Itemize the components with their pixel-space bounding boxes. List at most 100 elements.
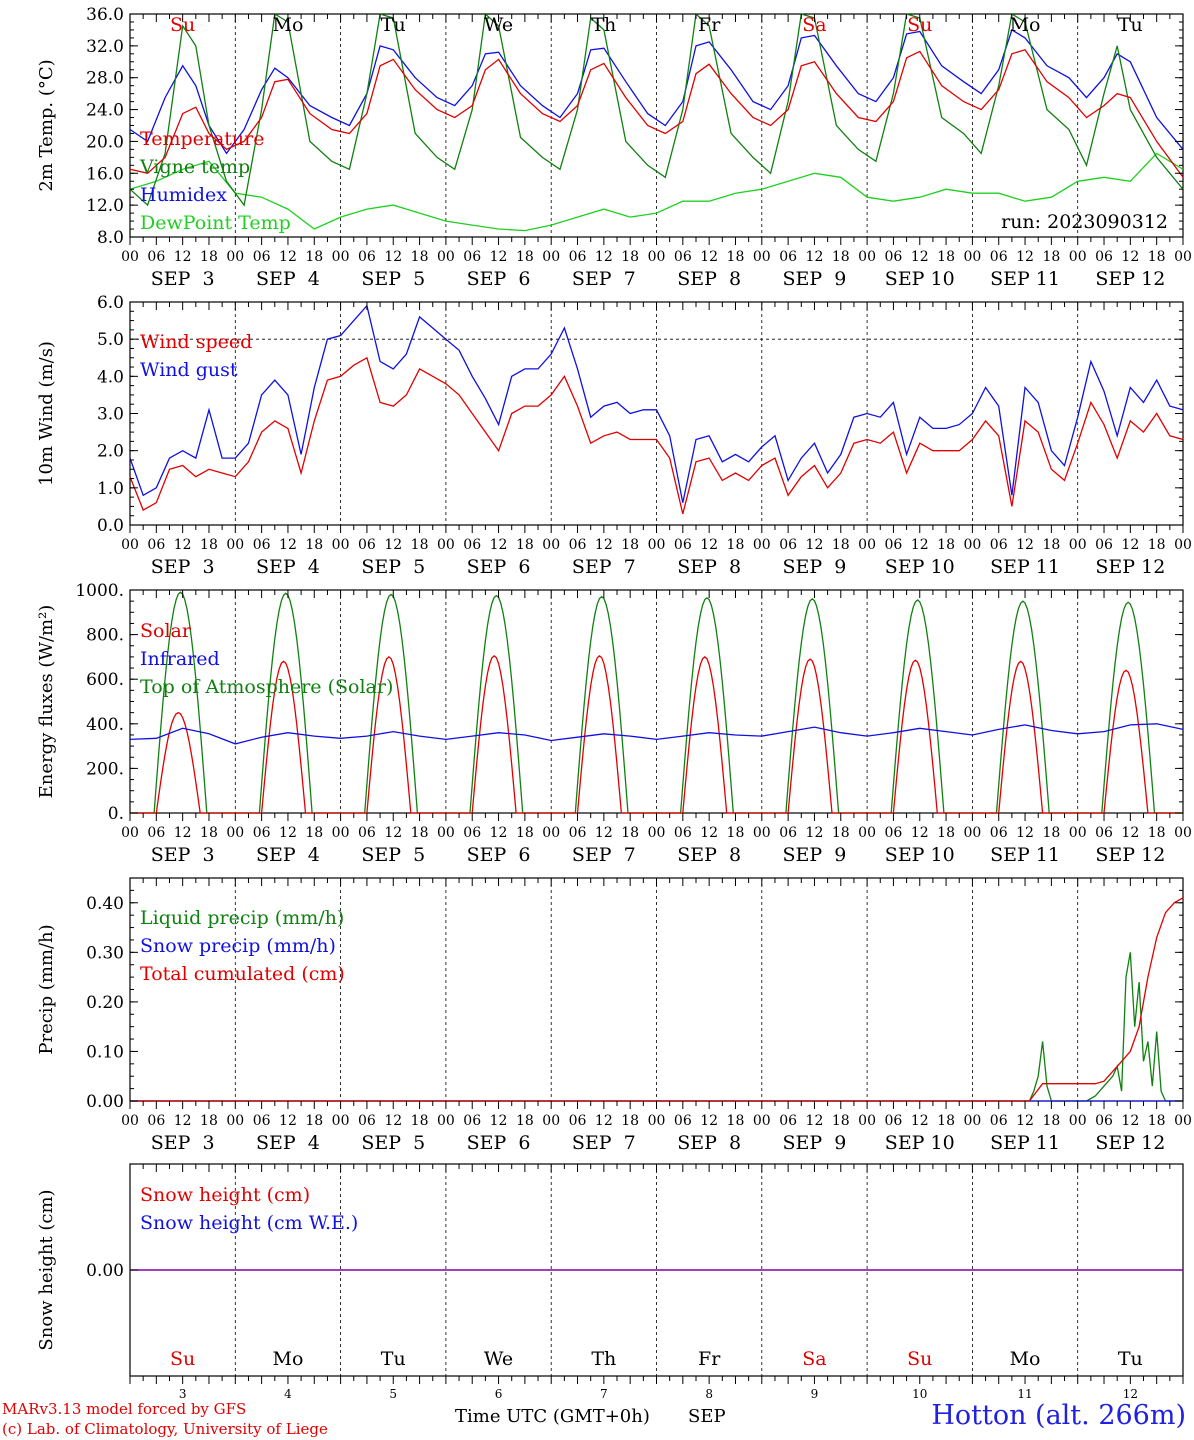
day-label: SEP 10 [885, 556, 955, 578]
hour-tick-label: 06 [147, 249, 165, 265]
hour-tick-label: 12 [911, 537, 929, 553]
hour-tick-label: 00 [542, 1113, 560, 1129]
hour-tick-label: 00 [858, 1113, 876, 1129]
legend-entry: Vigne temp [139, 156, 250, 178]
hour-tick-label: 12 [490, 537, 508, 553]
hour-tick-label: 12 [279, 825, 297, 841]
weekday-label: Sa [802, 1348, 826, 1370]
hour-tick-label: 18 [832, 537, 850, 553]
hour-tick-label: 00 [332, 249, 350, 265]
hour-tick-label: 06 [779, 825, 797, 841]
time-axis-label: Time UTC (GMT+0h) [455, 1406, 650, 1427]
hour-tick-label: 06 [779, 1113, 797, 1129]
hour-tick-label: 18 [200, 249, 218, 265]
hour-tick-label: 18 [411, 1113, 429, 1129]
hour-tick-label: 12 [595, 249, 613, 265]
hour-tick-label: 06 [358, 537, 376, 553]
hour-tick-label: 00 [648, 537, 666, 553]
hour-tick-label: 06 [1095, 825, 1113, 841]
hour-tick-label: 12 [911, 825, 929, 841]
hour-tick-label: 00 [226, 825, 244, 841]
day-number: 7 [600, 1387, 608, 1401]
legend-entry: Humidex [140, 184, 227, 206]
day-label: SEP 4 [256, 1132, 320, 1154]
hour-tick-label: 18 [832, 1113, 850, 1129]
day-label: SEP 3 [151, 556, 215, 578]
series-wind-gust [129, 304, 1184, 503]
hour-tick-label: 00 [1174, 1113, 1192, 1129]
y-tick-label: 2.0 [97, 442, 124, 462]
weekday-label: Sa [802, 14, 826, 36]
legend: Liquid precip (mm/h) Snow precip (mm/h) To… [140, 907, 345, 985]
hour-tick-label: 18 [411, 825, 429, 841]
hour-tick-label: 12 [806, 1113, 824, 1129]
y-axis-label: Energy fluxes (W/m²) [36, 605, 57, 799]
day-label: SEP 9 [783, 1132, 847, 1154]
y-tick-label: 32.0 [86, 37, 124, 57]
series-top-of-atmosphere [130, 591, 1183, 814]
hour-tick-label: 18 [832, 249, 850, 265]
hour-tick-label: 00 [1174, 537, 1192, 553]
hour-tick-label: 00 [542, 825, 560, 841]
hour-tick-label: 12 [911, 249, 929, 265]
series-temperature [129, 49, 1184, 178]
hour-tick-label: 06 [358, 249, 376, 265]
day-number: 6 [495, 1387, 503, 1401]
day-label: SEP 6 [467, 1132, 531, 1154]
hour-tick-label: 06 [885, 537, 903, 553]
x-axis: 00 06 12 18 00 06 12 18 00 06 12 18 00 06 12 18 00 06 12 18… [121, 590, 1192, 866]
hour-tick-label: 06 [674, 1113, 692, 1129]
hour-tick-label: 18 [1042, 825, 1060, 841]
day-label: SEP 11 [990, 268, 1060, 290]
day-label: SEP 8 [677, 268, 741, 290]
hour-tick-label: 06 [885, 1113, 903, 1129]
day-label: SEP 7 [572, 844, 636, 866]
y-tick-label: 8.0 [97, 228, 124, 248]
hour-tick-label: 18 [937, 1113, 955, 1129]
weekday-label: Tu [381, 14, 406, 36]
hour-tick-label: 06 [147, 825, 165, 841]
hour-tick-label: 06 [885, 825, 903, 841]
hour-tick-label: 12 [595, 825, 613, 841]
legend-entry: Snow height (cm W.E.) [140, 1212, 358, 1234]
hour-tick-label: 06 [1095, 1113, 1113, 1129]
day-label: SEP 10 [885, 1132, 955, 1154]
y-tick-label: 20.0 [86, 132, 124, 152]
hour-tick-label: 00 [437, 1113, 455, 1129]
y-tick-label: 3.0 [97, 405, 124, 425]
day-label: SEP 3 [151, 1132, 215, 1154]
hour-tick-label: 00 [542, 537, 560, 553]
hour-tick-label: 06 [253, 825, 271, 841]
hour-tick-label: 00 [332, 537, 350, 553]
day-label: SEP 9 [783, 556, 847, 578]
hour-tick-label: 06 [463, 249, 481, 265]
hour-tick-label: 00 [121, 249, 139, 265]
y-tick-label: 36.0 [86, 5, 124, 25]
hour-tick-label: 00 [753, 249, 771, 265]
legend: Temperature Vigne temp Humidex DewPoint Tem… [139, 128, 291, 234]
hour-tick-label: 12 [1121, 249, 1139, 265]
hour-tick-label: 00 [1174, 249, 1192, 265]
hour-tick-label: 00 [121, 825, 139, 841]
hour-tick-label: 18 [727, 249, 745, 265]
weekday-label: Fr [698, 1348, 721, 1370]
hour-tick-label: 00 [332, 1113, 350, 1129]
hour-tick-label: 00 [753, 537, 771, 553]
hour-tick-label: 06 [569, 1113, 587, 1129]
day-label: SEP 11 [990, 556, 1060, 578]
y-axis: 0.00 [86, 1261, 138, 1281]
day-number: 5 [389, 1387, 397, 1401]
weekday-label: Mo [272, 14, 303, 36]
hour-tick-label: 00 [226, 537, 244, 553]
day-number: 4 [284, 1387, 292, 1401]
day-label: SEP 4 [256, 556, 320, 578]
day-number: 11 [1017, 1387, 1032, 1401]
hour-tick-label: 00 [437, 249, 455, 265]
hour-tick-label: 06 [990, 249, 1008, 265]
hour-tick-label: 18 [1042, 249, 1060, 265]
wind-series [129, 304, 1184, 515]
hour-tick-label: 00 [1069, 1113, 1087, 1129]
weekday-label: Mo [1010, 14, 1041, 36]
day-number: 9 [811, 1387, 819, 1401]
